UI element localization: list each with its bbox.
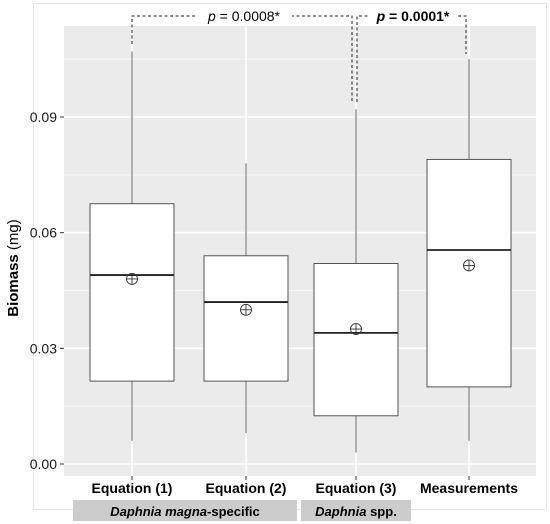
group-label: Daphnia spp.: [315, 504, 397, 519]
x-tick-label: Equation (1): [92, 480, 173, 496]
box-1: [89, 51, 175, 441]
comparison-1-label-bg: [196, 6, 292, 26]
y-tick-label: 0.00: [30, 456, 57, 472]
box-iqr: [426, 158, 512, 388]
box-3: [313, 109, 399, 453]
y-axis: 0.00 0.03 0.06 0.09: [30, 109, 64, 472]
group-label-plain: -specific: [207, 504, 260, 519]
box-4: [426, 59, 512, 441]
comparison-2-label-bg: [368, 6, 458, 26]
x-axis: Equation (1) Equation (2) Equation (3) Meas…: [92, 476, 518, 496]
group-label-plain: spp.: [366, 504, 396, 519]
group-label-italic: Daphnia magna: [110, 504, 207, 519]
comparison-brackets: p = 0.0008* p = 0.0001*: [131, 6, 467, 102]
y-axis-label: Biomass (mg): [5, 219, 22, 317]
comparison-1-label: p = 0.0008*: [207, 8, 281, 24]
box-iqr: [203, 255, 289, 382]
x-tick-label: Equation (2): [206, 480, 287, 496]
p-symbol: p: [207, 8, 216, 24]
boxes: [89, 51, 512, 453]
x-tick-label: Measurements: [420, 480, 518, 496]
group-label: Daphnia magna-specific: [110, 504, 260, 519]
y-label-unit: (mg): [5, 219, 22, 254]
group-1: Daphnia magna-specific: [73, 500, 297, 521]
x-tick-label: Equation (3): [316, 480, 397, 496]
group-band: [73, 500, 297, 521]
y-tick-label: 0.06: [30, 225, 57, 241]
p-symbol: p: [376, 8, 386, 24]
group-band: [301, 500, 411, 521]
box-iqr: [313, 263, 399, 417]
comparison-2-label: p = 0.0001*: [376, 8, 450, 24]
p-value: = 0.0001*: [385, 8, 450, 24]
y-tick-label: 0.09: [30, 109, 57, 125]
group-2: Daphnia spp.: [301, 500, 411, 521]
y-tick-label: 0.03: [30, 340, 57, 356]
group-label-italic: Daphnia: [315, 504, 366, 519]
comparison-1: p = 0.0008*: [131, 6, 353, 102]
y-label-main: Biomass: [5, 254, 22, 317]
group-labels: Daphnia magna-specific Daphnia spp.: [73, 500, 411, 521]
box-2: [203, 163, 289, 434]
p-value: = 0.0008*: [216, 8, 281, 24]
comparison-2: p = 0.0001*: [356, 6, 467, 102]
box-iqr: [89, 203, 175, 382]
